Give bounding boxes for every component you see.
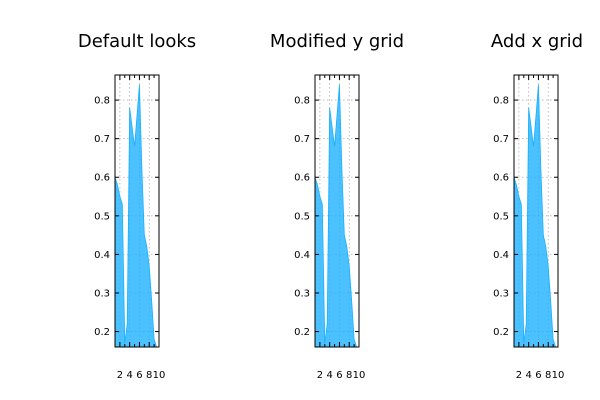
plot-frame	[114, 74, 160, 348]
x-tick-label: 6	[136, 370, 142, 381]
y-tick-label: 0.3	[94, 288, 110, 299]
x-tick-label: 4	[525, 370, 531, 381]
y-tick-label: 0.4	[294, 250, 310, 261]
y-tick-label: 0.2	[94, 327, 110, 338]
x-tick-label: 6	[336, 370, 342, 381]
plot-frame	[314, 74, 360, 348]
y-tick-label: 0.4	[493, 250, 509, 261]
y-tick-label: 0.6	[493, 173, 509, 184]
y-tick-label: 0.5	[94, 211, 110, 222]
y-tick-label: 0.8	[493, 96, 509, 107]
y-tick-label: 0.8	[94, 96, 110, 107]
chart-title: Default looks	[78, 31, 196, 52]
area-series	[315, 84, 359, 347]
plot-frame	[513, 74, 559, 348]
x-tick-label: 8	[146, 370, 152, 381]
x-tick-label: 10	[353, 370, 366, 381]
y-tick-label: 0.2	[493, 327, 509, 338]
y-tick-label: 0.3	[493, 288, 509, 299]
area-series	[514, 84, 558, 347]
y-tick-label: 0.7	[94, 134, 110, 145]
x-tick-label: 6	[535, 370, 541, 381]
x-tick-label: 8	[545, 370, 551, 381]
y-tick-label: 0.3	[294, 288, 310, 299]
x-tick-label: 4	[126, 370, 132, 381]
x-tick-label: 2	[516, 370, 522, 381]
y-tick-label: 0.6	[94, 173, 110, 184]
y-tick-label: 0.7	[294, 134, 310, 145]
x-tick-label: 4	[326, 370, 332, 381]
x-tick-label: 8	[346, 370, 352, 381]
y-tick-label: 0.5	[294, 211, 310, 222]
chart-title: Add x grid	[491, 31, 583, 52]
x-tick-label: 2	[317, 370, 323, 381]
y-tick-label: 0.8	[294, 96, 310, 107]
x-tick-label: 2	[117, 370, 123, 381]
chart-title: Modified y grid	[270, 31, 404, 52]
chart-panel-1: 0.2 0.3 0.4 0.5 0.6 0.7 0.8 2 4 6 8 10 Default looks	[78, 31, 196, 381]
y-tick-label: 0.6	[294, 173, 310, 184]
x-tick-label: 10	[153, 370, 166, 381]
y-tick-label: 0.7	[493, 134, 509, 145]
y-tick-label: 0.4	[94, 250, 110, 261]
area-series	[115, 84, 159, 347]
chart-panel-3: 0.2 0.3 0.4 0.5 0.6 0.7 0.8 2 4 6 8 10 Add x grid	[491, 31, 583, 381]
chart-panel-2: 0.2 0.3 0.4 0.5 0.6 0.7 0.8 2 4 6 8 10 Modified y gr…	[270, 31, 404, 381]
y-tick-label: 0.5	[493, 211, 509, 222]
x-tick-label: 10	[552, 370, 565, 381]
y-tick-label: 0.2	[294, 327, 310, 338]
